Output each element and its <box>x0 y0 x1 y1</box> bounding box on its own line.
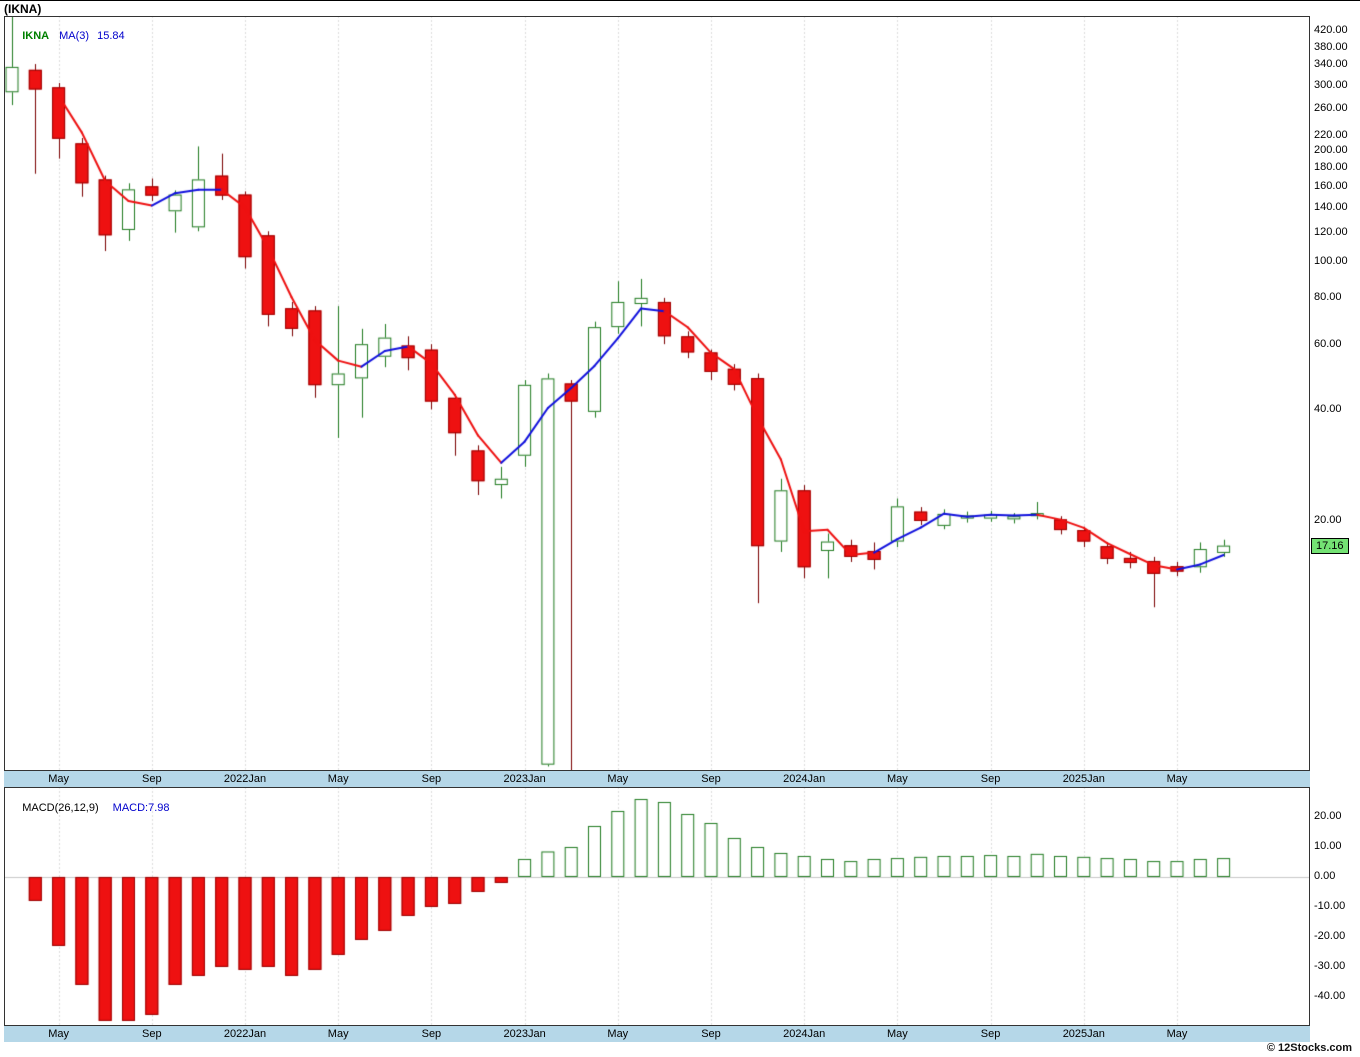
x-axis-tick-label: May <box>607 773 629 785</box>
price-y-tick-label: 20.00 <box>1314 514 1342 527</box>
x-axis-tick-label: Sep <box>421 773 442 785</box>
x-axis-tick-label: 2023Jan <box>503 773 546 785</box>
x-axis-tick-label: May <box>327 1028 349 1040</box>
price-y-tick-label: 380.00 <box>1314 40 1348 53</box>
x-axis-tick-label: May <box>48 1028 69 1040</box>
x-axis-tick-label: Sep <box>421 1028 442 1040</box>
price-y-tick-label: 80.00 <box>1314 291 1342 304</box>
price-y-tick-label: 180.00 <box>1314 160 1348 173</box>
macd-y-tick-label: 0.00 <box>1314 870 1336 883</box>
x-axis-tick-label: Sep <box>142 773 162 785</box>
x-axis-tick-label: Sep <box>980 1028 1001 1040</box>
x-axis-tick-label: 2025Jan <box>1062 1028 1105 1040</box>
x-axis-tick-label: 2023Jan <box>503 1028 546 1040</box>
x-axis-tick-label: 2024Jan <box>783 773 826 785</box>
chart-title: (IKNA) <box>4 2 42 16</box>
x-axis-tick-label: 2022Jan <box>223 1028 267 1040</box>
macd-chart-canvas <box>4 787 1310 1026</box>
macd-y-tick-label: -40.00 <box>1314 990 1346 1003</box>
x-axis-strip-bottom: May Sep 2022Jan May Sep 2023Jan May Sep 2024Jan M… <box>4 1026 1310 1042</box>
price-y-tick-label: 120.00 <box>1314 226 1348 239</box>
price-y-tick-label: 40.00 <box>1314 402 1342 415</box>
legend-ma-label: MA(3) <box>59 30 90 42</box>
price-y-tick-label: 420.00 <box>1314 24 1348 37</box>
x-axis-tick-label: Sep <box>701 773 721 785</box>
x-axis-tick-label: May <box>887 773 908 785</box>
price-y-tick-label: 200.00 <box>1314 143 1348 156</box>
x-axis-tick-label: Sep <box>980 773 1001 785</box>
macd-legend-label: MACD(26,12,9) <box>22 802 99 814</box>
x-axis-tick-label: 2025Jan <box>1062 773 1105 785</box>
macd-y-tick-label: 20.00 <box>1314 810 1342 823</box>
price-y-tick-label: 140.00 <box>1314 201 1348 214</box>
x-axis-tick-label: 2024Jan <box>783 1028 826 1040</box>
x-axis-tick-label: May <box>607 1028 629 1040</box>
price-y-tick-label: 220.00 <box>1314 128 1348 141</box>
legend-symbol: IKNA <box>22 30 50 42</box>
price-y-tick-label: 60.00 <box>1314 337 1342 350</box>
x-axis-strip-top: May Sep 2022Jan May Sep 2023Jan May Sep 2024Jan M… <box>4 771 1310 787</box>
x-axis-tick-label: Sep <box>142 1028 162 1040</box>
x-axis-tick-label: Sep <box>701 1028 721 1040</box>
x-axis-tick-label: May <box>48 773 69 785</box>
x-axis-tick-label: May <box>327 773 349 785</box>
macd-y-tick-label: 10.00 <box>1314 840 1342 853</box>
x-axis-tick-label: 2022Jan <box>223 773 267 785</box>
x-axis-tick-label: May <box>1166 1028 1188 1040</box>
legend-ma-value: 15.84 <box>97 30 125 42</box>
macd-y-tick-label: -30.00 <box>1314 960 1346 973</box>
macd-y-tick-label: -10.00 <box>1314 900 1346 913</box>
watermark: © 12Stocks.com <box>1266 1042 1352 1054</box>
last-price-tag: 17.16 <box>1311 537 1349 554</box>
price-y-tick-label: 160.00 <box>1314 179 1348 192</box>
macd-legend-value: MACD:7.98 <box>112 802 170 814</box>
price-y-tick-label: 100.00 <box>1314 255 1348 268</box>
x-axis-tick-label: May <box>887 1028 908 1040</box>
macd-legend: MACD(26,12,9) MACD:7.98 <box>10 790 170 826</box>
price-y-tick-label: 260.00 <box>1314 101 1348 114</box>
price-legend: IKNA MA(3) 15.84 <box>10 18 133 54</box>
price-chart-canvas <box>4 16 1310 771</box>
price-y-tick-label: 300.00 <box>1314 78 1348 91</box>
x-axis-tick-label: May <box>1166 773 1188 785</box>
macd-y-tick-label: -20.00 <box>1314 930 1346 943</box>
price-y-tick-label: 340.00 <box>1314 58 1348 71</box>
